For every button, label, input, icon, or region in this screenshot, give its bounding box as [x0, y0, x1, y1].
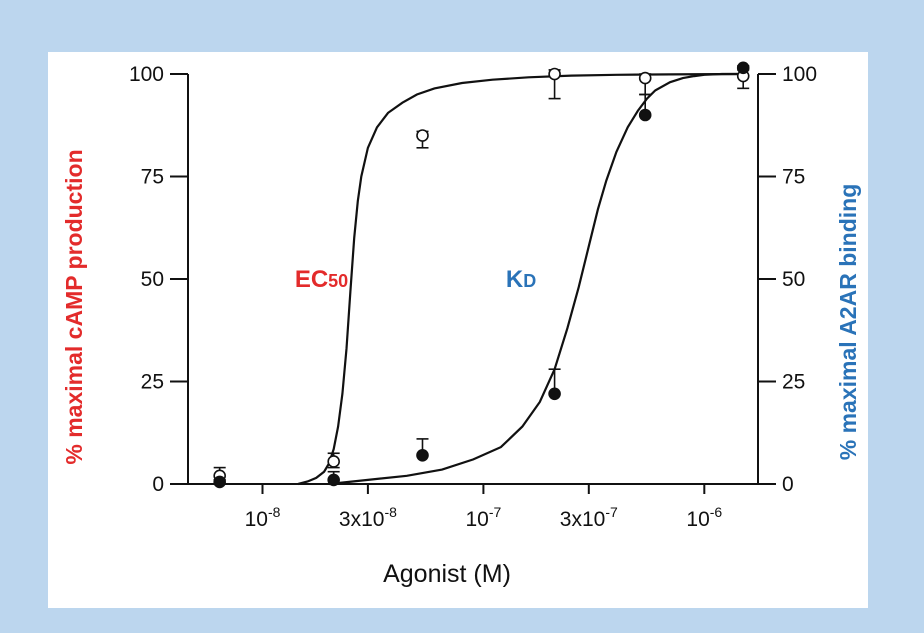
y-tick-label-left: 0 — [152, 473, 164, 496]
y-tick-label-right: 25 — [782, 371, 805, 394]
data-point-filled — [548, 387, 561, 401]
y-axis-title-left: % maximal cAMP production — [61, 149, 87, 464]
y-axis-title-right: % maximal A2AR binding — [835, 184, 861, 460]
chart-panel: Agonist (M) % maximal cAMP production % … — [48, 52, 868, 608]
y-tick-label-left: 50 — [141, 268, 164, 291]
data-point-filled — [638, 108, 652, 122]
data-point-filled — [213, 475, 226, 489]
chart-svg: Agonist (M) % maximal cAMP production % … — [61, 61, 861, 588]
x-tick-label: 10-7 — [465, 504, 501, 531]
data-point-filled — [327, 473, 340, 487]
x-tick-label: 10-6 — [686, 504, 722, 531]
data-point-filled — [736, 61, 750, 75]
x-tick-label: 3x10-7 — [560, 504, 618, 531]
y-tick-label-right: 50 — [782, 268, 805, 291]
y-tick-label-left: 25 — [141, 371, 164, 394]
y-tick-label-right: 100 — [782, 63, 817, 86]
y-tick-label-right: 75 — [782, 166, 805, 189]
annotation-label: KD — [506, 266, 536, 293]
x-axis-title: Agonist (M) — [383, 560, 511, 588]
x-tick-label: 10-8 — [245, 504, 281, 531]
x-tick-label: 3x10-8 — [339, 504, 397, 531]
fit-curve-2 — [328, 72, 744, 486]
data-point-open — [548, 67, 561, 81]
y-tick-label-right: 0 — [782, 473, 794, 496]
y-tick-label-left: 100 — [129, 63, 164, 86]
data-point-open — [327, 455, 340, 468]
data-point-open — [416, 129, 429, 142]
y-tick-label-left: 75 — [141, 166, 164, 189]
data-point-open — [638, 71, 652, 85]
annotation-label: EC50 — [295, 266, 348, 293]
data-point-filled — [416, 448, 429, 462]
